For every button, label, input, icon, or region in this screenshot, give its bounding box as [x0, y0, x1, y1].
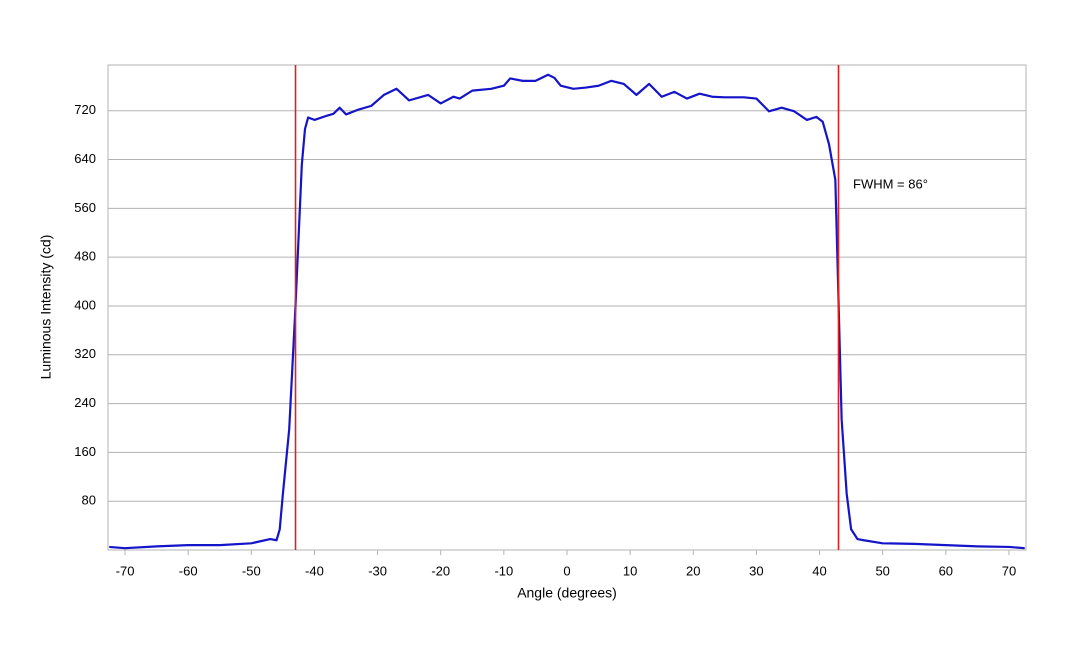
x-axis-title: Angle (degrees)	[517, 585, 617, 601]
data-line	[109, 73, 1025, 550]
x-tick-label: 40	[812, 563, 826, 578]
plot-frame	[107, 64, 1027, 551]
x-tick-label: -50	[242, 563, 261, 578]
x-tick-label: 20	[686, 563, 700, 578]
y-axis-title: Luminous Intensity (cd)	[38, 235, 54, 380]
x-tick-label: 60	[939, 563, 953, 578]
y-tick-label: 240	[74, 395, 96, 410]
y-tick-label: 160	[74, 444, 96, 459]
y-tick-label: 480	[74, 249, 96, 264]
x-tick-label: -70	[116, 563, 135, 578]
y-tick-label: 320	[74, 346, 96, 361]
x-tick-label: 50	[875, 563, 889, 578]
x-tick-label: -20	[431, 563, 450, 578]
x-tick-label: -40	[305, 563, 324, 578]
annotation: FWHM = 86°	[853, 176, 928, 191]
y-tick-label: 400	[74, 297, 96, 312]
x-tick-label: 70	[1002, 563, 1016, 578]
x-tick-label: 10	[623, 563, 637, 578]
x-tick-label: -60	[179, 563, 198, 578]
x-tick-label: -10	[494, 563, 513, 578]
y-tick-label: 80	[82, 493, 96, 508]
x-tick-label: 30	[749, 563, 763, 578]
y-tick-label: 560	[74, 200, 96, 215]
x-tick-label: 0	[563, 563, 570, 578]
x-tick-label: -30	[368, 563, 387, 578]
y-tick-label: 640	[74, 151, 96, 166]
y-tick-label: 720	[74, 102, 96, 117]
